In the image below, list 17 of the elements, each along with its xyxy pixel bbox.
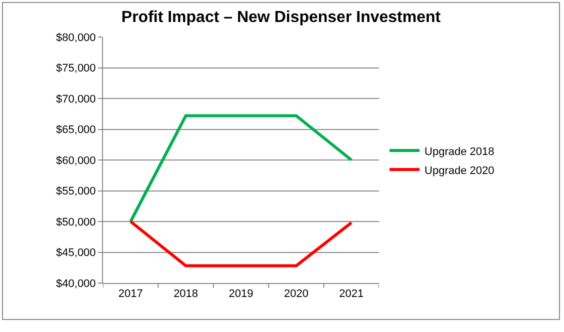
y-tick-label: $40,000 [56,278,96,290]
y-tick-label: $75,000 [56,62,96,75]
y-tick-label: $80,000 [56,32,96,44]
y-tick-label: $70,000 [56,93,96,106]
chart-title: Profit Impact – New Dispenser Investment [121,9,442,26]
y-tick-label: $50,000 [56,216,96,228]
y-tick-label: $60,000 [56,154,96,167]
x-tick-label: 2019 [228,288,254,300]
x-tick-label: 2018 [174,288,198,300]
x-tick-label: 2021 [339,288,364,300]
y-tick-label: $55,000 [56,186,96,198]
legend-label: Upgrade 2020 [424,164,494,177]
y-tick-label: $65,000 [56,124,96,136]
x-tick-label: 2020 [284,288,308,300]
y-tick-label: $45,000 [56,247,96,260]
legend-label: Upgrade 2018 [424,146,494,158]
x-tick-label: 2017 [118,288,143,300]
